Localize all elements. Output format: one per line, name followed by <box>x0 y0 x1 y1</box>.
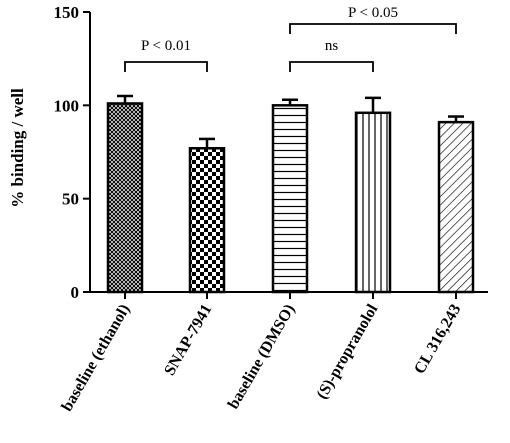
significance-label: P < 0.01 <box>141 38 191 54</box>
bar <box>106 102 144 294</box>
significance-bracket <box>289 23 457 34</box>
category-label: SNAP-7941 <box>161 302 215 379</box>
bar <box>354 111 392 294</box>
bar <box>271 104 309 294</box>
significance-label: P < 0.05 <box>348 5 398 21</box>
y-tick-label: 150 <box>54 3 80 22</box>
category-label: baseline (DMSO) <box>225 302 299 413</box>
bar <box>437 120 475 294</box>
x-ticks: baseline (ethanol) SNAP-7941 baseline (DMS… <box>59 292 464 415</box>
y-tick-label: 50 <box>62 190 79 209</box>
significance-bracket <box>124 61 208 72</box>
y-tick-label: 100 <box>54 96 80 115</box>
significance-bracket <box>289 61 374 72</box>
category-label: (S)-propranolol <box>314 301 382 402</box>
significance-brackets: P < 0.01 ns P < 0.05 <box>124 5 457 72</box>
bars <box>106 94 475 294</box>
y-axis-label: % binding / well <box>8 88 27 208</box>
y-ticks: 0 50 100 150 <box>54 3 90 302</box>
category-label: CL 316,243 <box>411 302 464 377</box>
significance-label: ns <box>325 38 339 54</box>
category-label: baseline (ethanol) <box>59 302 134 415</box>
bar <box>188 147 226 294</box>
y-tick-label: 0 <box>71 283 80 302</box>
